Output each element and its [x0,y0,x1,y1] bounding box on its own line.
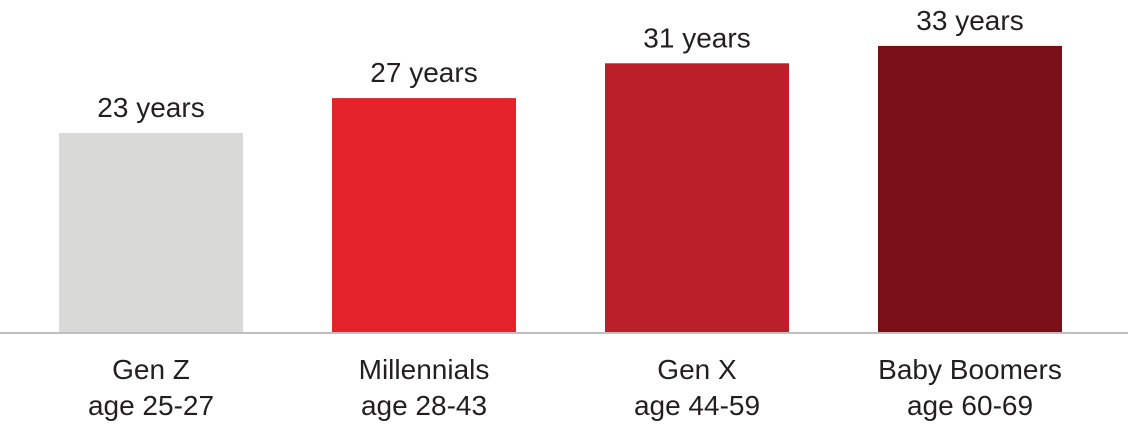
category-label-millennials: Millennials [359,354,490,385]
value-label-millennials: 27 years [370,57,477,88]
bars-group [59,45,1062,334]
bar-baby-boomers [878,45,1062,334]
category-labels-group: Gen Z age 25-27 Millennials age 28-43 Gen X a… [88,354,1062,421]
value-label-gen-x: 31 years [643,22,750,53]
category-label-baby-boomers: Baby Boomers [878,354,1062,385]
bar-gen-x [605,63,789,334]
bar-gen-z [59,132,243,333]
category-age-label-gen-x: age 44-59 [634,390,760,421]
category-label-gen-z: Gen Z [112,354,190,385]
category-age-label-baby-boomers: age 60-69 [907,390,1033,421]
category-age-label-millennials: age 28-43 [361,390,487,421]
value-label-gen-z: 23 years [97,92,204,123]
value-label-baby-boomers: 33 years [916,5,1023,36]
category-label-gen-x: Gen X [657,354,737,385]
bar-millennials [332,98,516,333]
value-labels-group: 23 years 27 years 31 years 33 years [97,5,1023,123]
category-age-label-gen-z: age 25-27 [88,390,214,421]
